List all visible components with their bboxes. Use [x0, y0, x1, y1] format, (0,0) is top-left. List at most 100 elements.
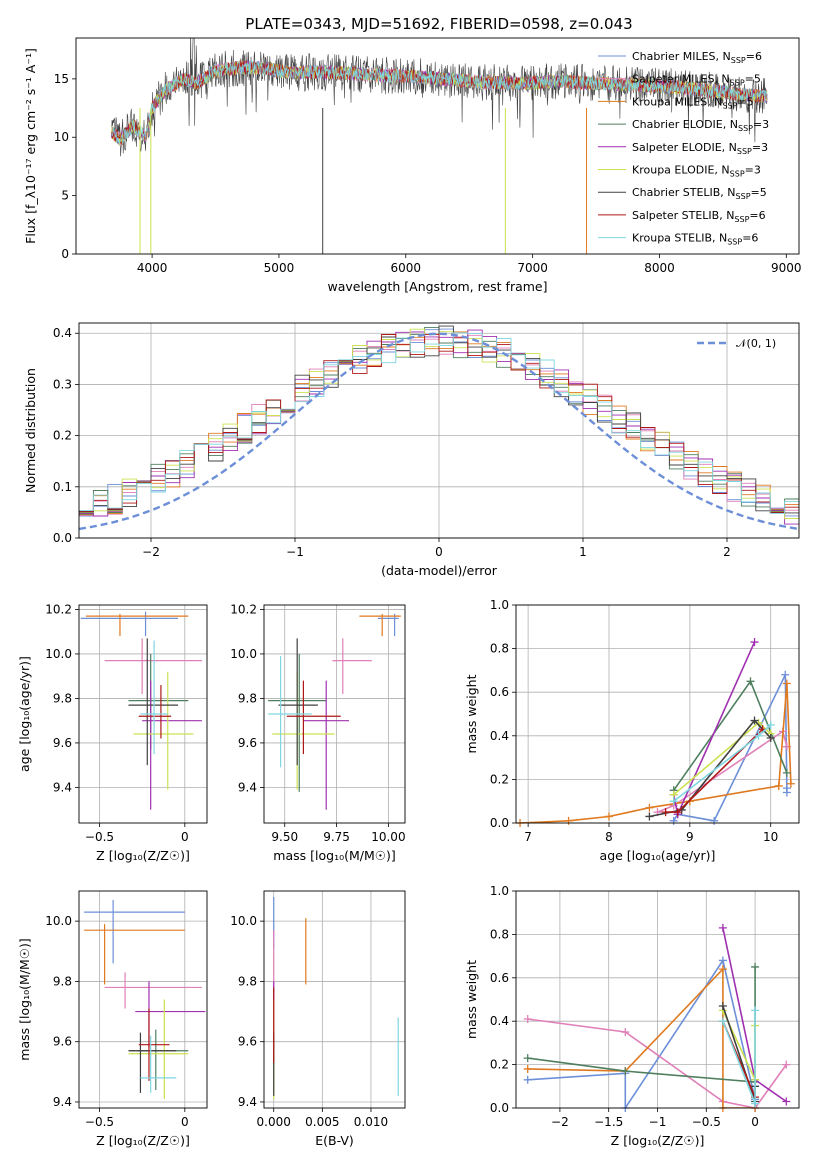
x-axis-label: (data-model)/error [381, 563, 498, 578]
normal-curve [79, 332, 799, 531]
y-tick-label: 0.4 [490, 1014, 509, 1028]
x-tick-label: 0 [435, 545, 443, 559]
legend-suffix: =6 [746, 50, 762, 63]
legend-name: Chabrier ELODIE, N [632, 118, 738, 131]
y-tick-label: 9.4 [238, 1095, 257, 1109]
weight-marker [766, 733, 775, 742]
x-tick-label: −2 [551, 1115, 569, 1129]
weight-marker [746, 677, 755, 686]
x-tick-label: 0 [181, 1115, 189, 1129]
legend-sub: SSP [734, 215, 749, 224]
y-axis-label: Flux [f_λ10⁻¹⁷ erg cm⁻² s⁻¹ A⁻¹] [23, 48, 38, 244]
mass-vs-extinction-panel: 0.000 0.005 0.010 9.4 9.6 9.8 10.0 E(B-V) [230, 890, 406, 1148]
axes-frame [78, 322, 800, 539]
x-tick-label: 8000 [644, 261, 675, 275]
legend-sub: SSP [738, 124, 753, 133]
weight-line [519, 683, 792, 823]
x-tick-label: 9.50 [271, 830, 298, 844]
age-vs-mass-panel: 9.50 9.75 10.00 9.4 9.6 9.8 10.0 10.2 mass [log₁… [230, 602, 405, 863]
y-tick-label: 0.2 [490, 772, 509, 786]
y-tick-label: 0.6 [490, 971, 509, 985]
weight-line [672, 641, 756, 817]
y-tick-label: 10.0 [45, 914, 72, 928]
weight-marker [774, 781, 783, 790]
y-tick-label: 9.6 [53, 736, 72, 750]
weight-marker [523, 1075, 532, 1084]
legend-sub: SSP [731, 56, 746, 65]
weight-marker [718, 923, 727, 932]
y-tick-label: 9.4 [238, 780, 257, 794]
legend-entry: 𝒩(0, 1) [736, 337, 776, 350]
weight-marker [751, 1099, 760, 1108]
page-title: PLATE=0343, MJD=51692, FIBERID=0598, z=0… [245, 15, 632, 33]
y-tick-label: 9.8 [238, 691, 257, 705]
weight-marker [564, 816, 573, 825]
x-tick-label: 6000 [391, 261, 422, 275]
weight-marker [523, 1015, 532, 1024]
y-tick-label: 10.0 [45, 647, 72, 661]
legend-name: Salpeter ELODIE, N [632, 141, 737, 154]
weight-marker [781, 670, 790, 679]
spectrum-series-line [111, 38, 768, 157]
y-tick-label: 10 [54, 130, 69, 144]
weight-marker [661, 808, 670, 817]
x-axis-label: Z [log₁₀(Z/Z☉)] [611, 1133, 705, 1148]
x-tick-label: 4000 [137, 261, 168, 275]
axes-frame [78, 890, 208, 1109]
legend-suffix: =6 [742, 232, 758, 245]
x-tick-label: −0.5 [692, 1115, 721, 1129]
axes-frame [263, 604, 406, 824]
x-tick-label: 0 [181, 830, 189, 844]
weight-marker [786, 779, 795, 788]
weight-marker [523, 1064, 532, 1073]
y-tick-label: 9.8 [53, 974, 72, 988]
legend-sub: SSP [737, 147, 752, 156]
weight-marker [718, 1002, 727, 1011]
weight-line [527, 967, 756, 1108]
y-tick-label: 0.4 [53, 326, 72, 340]
x-axis-label: age [log₁₀(age/yr)] [600, 848, 716, 863]
x-tick-label: 8 [605, 830, 613, 844]
y-tick-label: 10.0 [230, 647, 257, 661]
y-tick-label: 15 [54, 72, 69, 86]
weight-marker [621, 1067, 630, 1076]
legend-name: Kroupa STELIB, N [632, 232, 727, 245]
y-tick-label: 0.0 [53, 531, 72, 545]
weight-marker [782, 784, 791, 793]
weight-marker [751, 962, 760, 971]
legend-suffix: =3 [752, 141, 768, 154]
mass-vs-metallicity-panel: −0.5 0 9.4 9.6 9.8 10.0 Z [log₁₀(Z/Z☉)] mass [l… [17, 890, 208, 1148]
y-axis-label: mass weight [464, 960, 479, 1039]
y-tick-label: 9.8 [53, 691, 72, 705]
weight-marker [750, 638, 759, 647]
y-tick-label: 10.2 [45, 602, 72, 616]
y-tick-label: 0.2 [53, 429, 72, 443]
y-tick-label: 0.6 [490, 685, 509, 699]
x-axis-label: wavelength [Angstrom, rest frame] [327, 279, 547, 294]
weight-line [649, 719, 772, 818]
y-tick-label: 10.0 [230, 914, 257, 928]
weight-marker [673, 808, 682, 817]
legend-entry: Chabrier STELIB, NSSP=5 [632, 186, 767, 201]
legend-suffix: =3 [753, 118, 769, 131]
y-tick-label: 9.8 [238, 974, 257, 988]
weight-marker [718, 1017, 727, 1026]
legend-name: Salpeter MILES, N [632, 73, 730, 86]
legend-suffix: =5 [751, 186, 767, 199]
weight-marker [782, 679, 791, 688]
x-tick-label: 1 [579, 545, 587, 559]
legend-suffix: =5 [737, 95, 753, 108]
weight-marker [669, 797, 678, 806]
legend-name: Salpeter STELIB, N [632, 209, 734, 222]
y-tick-label: 10.2 [230, 602, 257, 616]
x-tick-label: −1 [286, 545, 304, 559]
legend-sub: SSP [736, 192, 751, 201]
weight-marker [718, 956, 727, 965]
weight-marker [782, 1097, 791, 1106]
y-tick-label: 0.4 [490, 729, 509, 743]
x-axis-label: mass [log₁₀(M/M☉)] [273, 848, 395, 863]
x-tick-label: 0.000 [257, 1115, 291, 1129]
legend-entry: Chabrier MILES, NSSP=6 [632, 50, 762, 65]
weight-marker [645, 803, 654, 812]
